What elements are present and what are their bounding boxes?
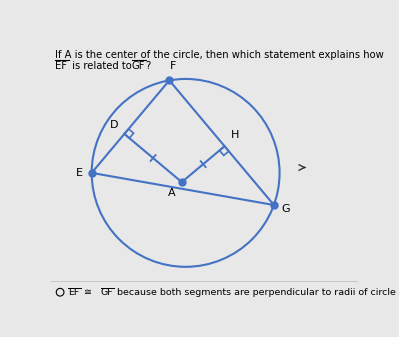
Text: D: D [110, 120, 118, 130]
Text: is related to: is related to [69, 61, 134, 71]
Text: because both segments are perpendicular to radii of circle A.: because both segments are perpendicular … [114, 288, 399, 297]
Text: G: G [282, 204, 290, 214]
Text: ?: ? [146, 61, 151, 71]
Text: E: E [75, 168, 83, 178]
Text: If A is the center of the circle, then which statement explains how: If A is the center of the circle, then w… [55, 51, 383, 60]
Text: GF: GF [101, 288, 114, 297]
Text: EF: EF [68, 288, 79, 297]
Text: H: H [231, 130, 239, 140]
Text: F: F [170, 61, 176, 71]
Text: ≅: ≅ [81, 288, 95, 297]
Text: EF: EF [55, 61, 67, 71]
Text: A: A [168, 187, 176, 197]
Text: GF: GF [132, 61, 145, 71]
